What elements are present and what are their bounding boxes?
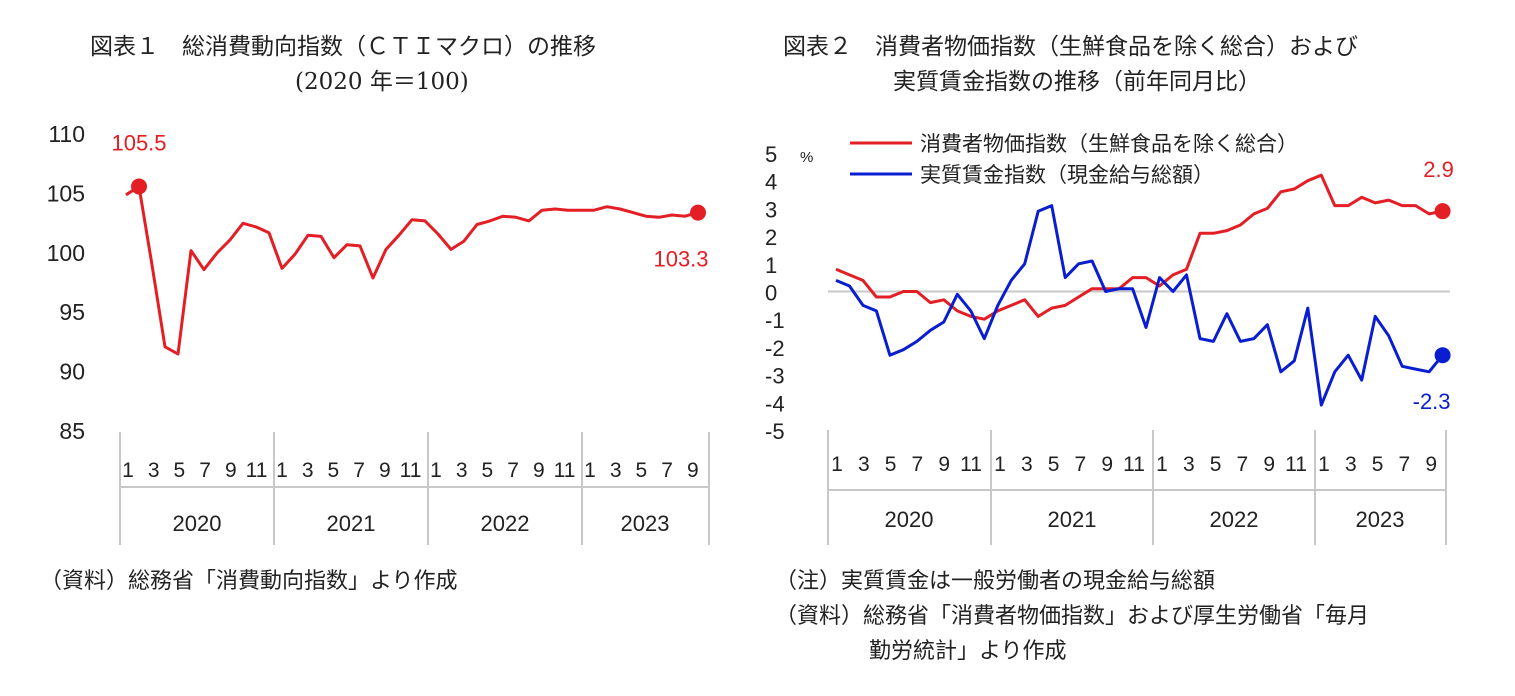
chart2-series-2-marker bbox=[1434, 347, 1451, 364]
chart2-month-label: 11 bbox=[1285, 453, 1307, 476]
chart2-month-label: 3 bbox=[1021, 453, 1033, 476]
chart2-month-label: 1 bbox=[1318, 453, 1330, 476]
chart2-month-label: 3 bbox=[1345, 453, 1357, 476]
chart2-y-unit: % bbox=[800, 149, 813, 166]
chart1-month-label: 11 bbox=[246, 459, 268, 482]
chart2-year-label: 2020 bbox=[885, 507, 934, 532]
chart2-year-label: 2021 bbox=[1048, 507, 1097, 532]
chart1-month-label: 7 bbox=[199, 459, 211, 482]
chart2-month-label: 7 bbox=[1237, 453, 1249, 476]
chart1-year-label: 2023 bbox=[621, 511, 670, 536]
chart2-month-label: 1 bbox=[831, 453, 843, 476]
chart1-month-label: 3 bbox=[456, 459, 468, 482]
chart2-month-label: 9 bbox=[1425, 453, 1437, 476]
chart2-ytick-label: 2 bbox=[765, 225, 777, 250]
chart1-month-label: 9 bbox=[225, 459, 237, 482]
chart1-month-label: 1 bbox=[122, 459, 134, 482]
chart1-data-label: 103.3 bbox=[653, 247, 708, 272]
chart2-legend-label: 消費者物価指数（生鮮食品を除く総合） bbox=[920, 133, 1298, 156]
chart1-month-label: 3 bbox=[148, 459, 160, 482]
chart1-ytick-label: 90 bbox=[59, 359, 85, 385]
chart2-month-label: 5 bbox=[1048, 453, 1060, 476]
chart2-month-label: 5 bbox=[885, 453, 897, 476]
chart1-year-label: 2020 bbox=[173, 511, 222, 536]
chart1-ytick-label: 85 bbox=[59, 418, 85, 444]
chart2-ytick-label: -1 bbox=[765, 308, 785, 333]
chart2-subtitle: 実質賃金指数の推移（前年同月比） bbox=[893, 69, 1261, 95]
chart1-month-label: 5 bbox=[174, 459, 186, 482]
chart1-series-1-marker bbox=[131, 178, 147, 195]
chart1-month-label: 9 bbox=[687, 459, 699, 482]
chart1-month-label: 1 bbox=[276, 459, 288, 482]
chart2-month-label: 9 bbox=[1101, 453, 1113, 476]
chart1-ytick-label: 110 bbox=[48, 121, 85, 147]
chart2-month-label: 7 bbox=[1399, 453, 1411, 476]
chart2-month-label: 7 bbox=[1075, 453, 1087, 476]
chart1-month-label: 5 bbox=[482, 459, 494, 482]
chart1-data-label: 105.5 bbox=[111, 130, 166, 155]
chart2-month-label: 5 bbox=[1210, 453, 1222, 476]
chart2-ytick-label: 3 bbox=[765, 197, 777, 222]
chart1-ytick-label: 100 bbox=[47, 240, 85, 266]
chart1-ytick-label: 105 bbox=[47, 180, 85, 206]
chart1-month-label: 9 bbox=[379, 459, 391, 482]
chart2-ytick-label: 4 bbox=[765, 170, 777, 195]
chart1-month-label: 3 bbox=[302, 459, 314, 482]
chart2-ytick-label: 5 bbox=[765, 142, 777, 167]
chart1-ytick-label: 95 bbox=[59, 299, 85, 325]
chart2-month-label: 5 bbox=[1372, 453, 1384, 476]
chart2-ytick-label: -4 bbox=[765, 391, 785, 416]
chart1-month-label: 7 bbox=[661, 459, 673, 482]
chart2-month-label: 1 bbox=[994, 453, 1006, 476]
chart1-month-label: 11 bbox=[554, 459, 576, 482]
chart2-month-label: 9 bbox=[1263, 453, 1275, 476]
chart1-month-label: 7 bbox=[507, 459, 519, 482]
chart1-month-label: 7 bbox=[353, 459, 365, 482]
chart1-month-label: 1 bbox=[430, 459, 442, 482]
chart2-source-cont: 勤労統計」より作成 bbox=[869, 639, 1067, 664]
chart2-series-1-line bbox=[835, 173, 1443, 321]
chart1-subtitle: (2020 年＝100) bbox=[295, 69, 469, 95]
chart1-source: （資料）総務省「消費動向指数」より作成 bbox=[40, 569, 458, 594]
chart2-ytick-label: -3 bbox=[765, 364, 785, 389]
chart2-data-label: -2.3 bbox=[1413, 389, 1451, 414]
chart2-series-1-marker bbox=[1434, 203, 1451, 220]
chart1-year-label: 2021 bbox=[327, 511, 376, 536]
chart2-month-label: 3 bbox=[1183, 453, 1195, 476]
chart1-month-label: 9 bbox=[533, 459, 545, 482]
chart2-month-label: 11 bbox=[960, 453, 982, 476]
chart2-ytick-label: -2 bbox=[765, 336, 785, 361]
chart1-month-label: 5 bbox=[636, 459, 648, 482]
chart2-month-label: 9 bbox=[938, 453, 950, 476]
chart2-ytick-label: -5 bbox=[765, 419, 785, 444]
chart1-title: 図表１ 総消費動向指数（ＣＴＩマクロ）の推移 bbox=[90, 34, 596, 60]
chart1-year-label: 2022 bbox=[481, 511, 530, 536]
chart2-month-label: 11 bbox=[1123, 453, 1145, 476]
chart2-month-label: 7 bbox=[912, 453, 924, 476]
chart1-series-1-marker bbox=[690, 204, 706, 221]
chart1-series-1-line bbox=[125, 185, 699, 356]
chart1-month-label: 3 bbox=[610, 459, 622, 482]
chart1-month-label: 1 bbox=[584, 459, 596, 482]
chart2-year-label: 2022 bbox=[1210, 507, 1259, 532]
chart2-year-label: 2023 bbox=[1356, 507, 1405, 532]
chart2-note: （注）実質賃金は一般労働者の現金給与総額 bbox=[775, 569, 1216, 594]
chart2-data-label: 2.9 bbox=[1423, 157, 1454, 182]
chart2-ytick-label: 1 bbox=[765, 253, 777, 278]
chart2-ytick-label: 0 bbox=[765, 281, 777, 306]
chart2-month-label: 1 bbox=[1156, 453, 1168, 476]
chart1-month-label: 5 bbox=[328, 459, 340, 482]
chart2-month-label: 3 bbox=[858, 453, 870, 476]
chart1-month-label: 11 bbox=[400, 459, 422, 482]
chart2-series-2-line bbox=[835, 204, 1444, 407]
chart2-title: 図表２ 消費者物価指数（生鮮食品を除く総合）および bbox=[783, 34, 1358, 60]
chart2-legend-label: 実質賃金指数（現金給与総額） bbox=[920, 164, 1214, 187]
chart2-source: （資料）総務省「消費者物価指数」および厚生労働省「毎月 bbox=[775, 604, 1370, 629]
